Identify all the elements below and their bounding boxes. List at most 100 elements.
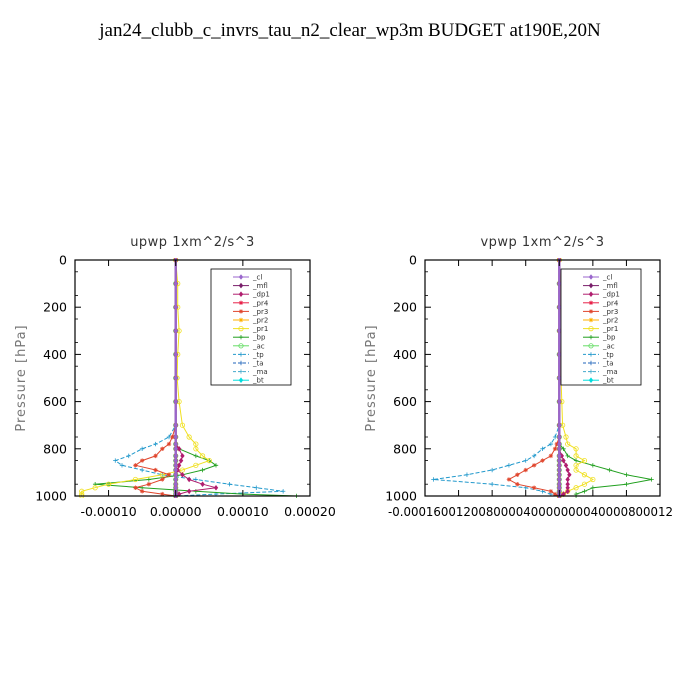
legend-marker-pr3 bbox=[238, 309, 244, 314]
series-point-cl bbox=[557, 375, 562, 381]
series-point-cl bbox=[173, 441, 178, 447]
series-point-pr1 bbox=[573, 485, 579, 491]
series-line-tp bbox=[114, 260, 284, 497]
series-point-tp bbox=[119, 463, 125, 468]
series-point-cl bbox=[557, 481, 562, 487]
series-point-pr1 bbox=[132, 476, 139, 483]
legend-label: _ma bbox=[602, 368, 618, 376]
series-point-bp bbox=[573, 458, 579, 463]
legend-label: _ta bbox=[252, 360, 264, 368]
series-point-pr1 bbox=[573, 467, 579, 473]
series-point-pr1 bbox=[193, 446, 199, 452]
series-point-pr1 bbox=[199, 453, 206, 459]
legend-marker-mfl bbox=[238, 282, 244, 289]
series-point-pr3 bbox=[153, 453, 158, 459]
series-point-cl bbox=[173, 476, 178, 483]
series-point-cl bbox=[173, 398, 178, 405]
legend-marker-ac bbox=[238, 343, 244, 349]
series-point-cl bbox=[557, 476, 562, 483]
series-point-cl bbox=[557, 398, 562, 405]
y-tick-label: 600 bbox=[43, 394, 67, 409]
legend-marker-pr4 bbox=[588, 300, 594, 305]
legend-marker-pr4 bbox=[238, 300, 244, 305]
legend-marker-pr2 bbox=[588, 317, 594, 323]
series-point-tp bbox=[489, 467, 495, 473]
series-point-pr3 bbox=[531, 485, 537, 490]
legend: _cl_mfl_dp1_pr4_pr3_pr2_pr1_bp_ac_tp_ta_… bbox=[210, 268, 292, 386]
legend-marker-ma bbox=[588, 369, 594, 374]
legend-label: _cl bbox=[252, 274, 262, 282]
series-point-cl bbox=[173, 351, 178, 358]
series-point-cl bbox=[173, 462, 178, 469]
series-point-cl bbox=[173, 422, 178, 428]
series-point-dp1 bbox=[176, 446, 182, 452]
series-point-pr1 bbox=[581, 481, 588, 487]
series-point-pr3 bbox=[548, 453, 554, 459]
panel-title: vpwp 1xm^2/s^3 bbox=[480, 235, 604, 250]
series-point-dp1 bbox=[200, 481, 205, 487]
series-point-pr3 bbox=[523, 467, 528, 473]
legend-marker-cl bbox=[238, 274, 244, 280]
series-point-dp1 bbox=[180, 471, 185, 478]
series-point-bp bbox=[582, 489, 587, 494]
series-point-bp bbox=[193, 453, 199, 459]
legend-marker-tp bbox=[238, 352, 244, 357]
x-tick-label: -0.000160012008000040000000040000800012 bbox=[388, 504, 673, 519]
series-point-pr3 bbox=[146, 482, 152, 487]
series-point-pr1 bbox=[581, 457, 588, 464]
series-point-bp bbox=[213, 463, 219, 468]
series-point-pr3 bbox=[552, 446, 558, 451]
y-tick-label: 400 bbox=[43, 347, 67, 362]
series-point-bp bbox=[146, 477, 152, 482]
y-tick-label: 800 bbox=[43, 441, 67, 456]
series-point-cl bbox=[557, 457, 562, 464]
series-point-tp bbox=[139, 446, 145, 451]
legend-label: _tp bbox=[602, 351, 614, 359]
series-point-cl bbox=[557, 471, 562, 478]
series-point-tp bbox=[531, 453, 537, 459]
series-point-cl bbox=[173, 484, 178, 491]
legend-marker-bp bbox=[238, 335, 244, 340]
series-point-cl bbox=[557, 467, 562, 473]
y-tick-label: 200 bbox=[43, 300, 67, 315]
series-point-cl bbox=[173, 304, 178, 310]
series-point-tp bbox=[280, 489, 286, 494]
legend-label: _ta bbox=[602, 360, 614, 368]
series-point-cl bbox=[557, 462, 562, 469]
legend-label: _bp bbox=[252, 334, 266, 342]
legend-label: _bt bbox=[602, 377, 614, 385]
series-point-cl bbox=[173, 434, 178, 440]
panel-title: upwp 1xm^2/s^3 bbox=[130, 235, 255, 250]
series-point-tp bbox=[552, 434, 558, 440]
series-line-pr1 bbox=[81, 259, 211, 496]
series-point-dp1 bbox=[563, 462, 569, 469]
series-point-pr1 bbox=[563, 434, 569, 440]
legend-marker-ma bbox=[238, 369, 244, 374]
series-point-pr1 bbox=[105, 481, 112, 487]
legend-marker-ta bbox=[238, 360, 244, 366]
series-point-cl bbox=[557, 434, 562, 440]
series-point-dp1 bbox=[186, 476, 192, 483]
series-point-pr1 bbox=[590, 476, 596, 483]
legend-marker-bt bbox=[238, 377, 244, 383]
series-point-pr1 bbox=[573, 453, 579, 459]
x-tick-label: -0.00010 bbox=[80, 504, 136, 519]
series-point-pr3 bbox=[160, 491, 165, 497]
legend-label: _mfl bbox=[252, 282, 268, 290]
series-point-tp bbox=[506, 463, 512, 468]
series-point-bp bbox=[561, 446, 566, 451]
series-point-tp bbox=[153, 441, 158, 447]
series-point-cl bbox=[173, 453, 178, 459]
series-point-tp bbox=[540, 446, 545, 451]
page-title: jan24_clubb_c_invrs_tau_n2_clear_wp3m BU… bbox=[99, 20, 601, 41]
series-point-dp1 bbox=[180, 453, 185, 459]
series-point-tp bbox=[431, 477, 436, 482]
series-point-pr3 bbox=[506, 477, 512, 482]
legend-marker-bp bbox=[588, 335, 594, 340]
series-point-dp1 bbox=[186, 488, 192, 495]
series-point-dp1 bbox=[178, 457, 184, 464]
legend: _cl_mfl_dp1_pr4_pr3_pr2_pr1_bp_ac_tp_ta_… bbox=[560, 268, 642, 386]
series-point-pr1 bbox=[206, 457, 212, 464]
series-point-tp bbox=[548, 441, 554, 447]
